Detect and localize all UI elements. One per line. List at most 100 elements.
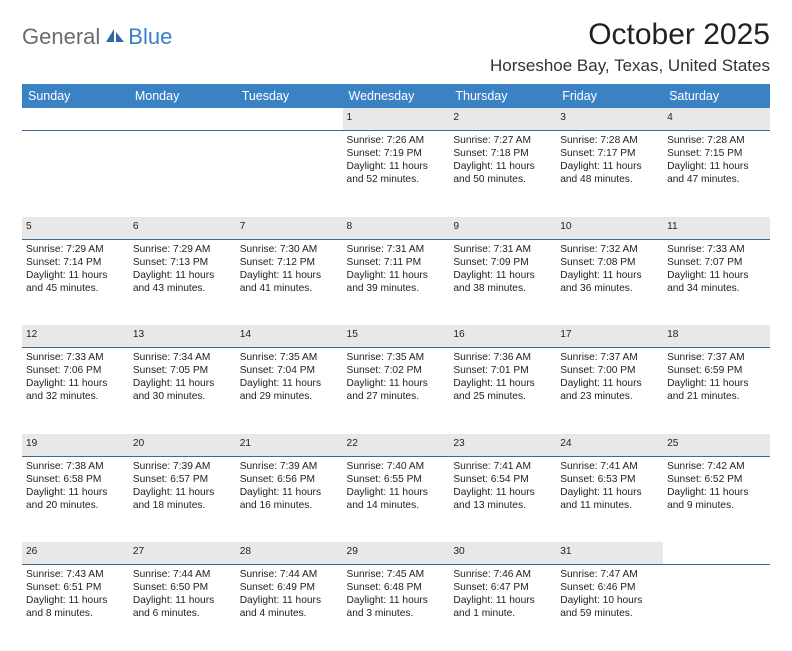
daylight-text: Daylight: 11 hours and 11 minutes.: [560, 486, 659, 512]
daylight-text: Daylight: 11 hours and 18 minutes.: [133, 486, 232, 512]
sunset-text: Sunset: 7:04 PM: [240, 364, 339, 377]
day-detail-cell: Sunrise: 7:30 AMSunset: 7:12 PMDaylight:…: [236, 239, 343, 325]
daylight-text: Daylight: 11 hours and 6 minutes.: [133, 594, 232, 620]
sunrise-text: Sunrise: 7:44 AM: [240, 568, 339, 581]
day-number-cell: 7: [236, 217, 343, 240]
sunset-text: Sunset: 7:01 PM: [453, 364, 552, 377]
sunrise-text: Sunrise: 7:26 AM: [347, 134, 446, 147]
day-number-cell: [236, 108, 343, 131]
sunset-text: Sunset: 7:12 PM: [240, 256, 339, 269]
daylight-text: Daylight: 11 hours and 8 minutes.: [26, 594, 125, 620]
daylight-text: Daylight: 11 hours and 4 minutes.: [240, 594, 339, 620]
sunrise-text: Sunrise: 7:41 AM: [453, 460, 552, 473]
sunset-text: Sunset: 6:58 PM: [26, 473, 125, 486]
day-number-cell: 12: [22, 325, 129, 348]
sunset-text: Sunset: 6:46 PM: [560, 581, 659, 594]
daylight-text: Daylight: 11 hours and 21 minutes.: [667, 377, 766, 403]
daylight-text: Daylight: 11 hours and 3 minutes.: [347, 594, 446, 620]
month-year: October 2025: [490, 18, 770, 52]
sunrise-text: Sunrise: 7:37 AM: [667, 351, 766, 364]
daylight-text: Daylight: 11 hours and 23 minutes.: [560, 377, 659, 403]
sunrise-text: Sunrise: 7:40 AM: [347, 460, 446, 473]
weekday-header: Wednesday: [343, 84, 450, 108]
calendar-table: SundayMondayTuesdayWednesdayThursdayFrid…: [22, 84, 770, 651]
day-number-cell: 2: [449, 108, 556, 131]
sunrise-text: Sunrise: 7:42 AM: [667, 460, 766, 473]
day-number-cell: 20: [129, 434, 236, 457]
sunset-text: Sunset: 7:11 PM: [347, 256, 446, 269]
day-detail-cell: Sunrise: 7:32 AMSunset: 7:08 PMDaylight:…: [556, 239, 663, 325]
sunrise-text: Sunrise: 7:35 AM: [240, 351, 339, 364]
sunrise-text: Sunrise: 7:27 AM: [453, 134, 552, 147]
daylight-text: Daylight: 11 hours and 39 minutes.: [347, 269, 446, 295]
day-number-cell: 24: [556, 434, 663, 457]
day-number-cell: 1: [343, 108, 450, 131]
day-number-cell: 9: [449, 217, 556, 240]
day-detail-cell: Sunrise: 7:29 AMSunset: 7:14 PMDaylight:…: [22, 239, 129, 325]
day-detail-cell: [236, 131, 343, 217]
day-detail-cell: Sunrise: 7:37 AMSunset: 7:00 PMDaylight:…: [556, 348, 663, 434]
daylight-text: Daylight: 11 hours and 27 minutes.: [347, 377, 446, 403]
sunrise-text: Sunrise: 7:44 AM: [133, 568, 232, 581]
sunrise-text: Sunrise: 7:36 AM: [453, 351, 552, 364]
daylight-text: Daylight: 11 hours and 50 minutes.: [453, 160, 552, 186]
sunset-text: Sunset: 6:57 PM: [133, 473, 232, 486]
day-detail-cell: Sunrise: 7:46 AMSunset: 6:47 PMDaylight:…: [449, 565, 556, 651]
location: Horseshoe Bay, Texas, United States: [490, 56, 770, 76]
day-detail-cell: Sunrise: 7:37 AMSunset: 6:59 PMDaylight:…: [663, 348, 770, 434]
day-number-cell: [129, 108, 236, 131]
day-detail-cell: Sunrise: 7:44 AMSunset: 6:50 PMDaylight:…: [129, 565, 236, 651]
daylight-text: Daylight: 11 hours and 34 minutes.: [667, 269, 766, 295]
day-detail-cell: Sunrise: 7:34 AMSunset: 7:05 PMDaylight:…: [129, 348, 236, 434]
day-detail-cell: Sunrise: 7:44 AMSunset: 6:49 PMDaylight:…: [236, 565, 343, 651]
daylight-text: Daylight: 11 hours and 25 minutes.: [453, 377, 552, 403]
daylight-text: Daylight: 11 hours and 36 minutes.: [560, 269, 659, 295]
day-detail-cell: Sunrise: 7:36 AMSunset: 7:01 PMDaylight:…: [449, 348, 556, 434]
sunset-text: Sunset: 6:54 PM: [453, 473, 552, 486]
day-number-cell: 4: [663, 108, 770, 131]
daylight-text: Daylight: 11 hours and 48 minutes.: [560, 160, 659, 186]
sunrise-text: Sunrise: 7:39 AM: [240, 460, 339, 473]
sunset-text: Sunset: 6:59 PM: [667, 364, 766, 377]
daylight-text: Daylight: 11 hours and 43 minutes.: [133, 269, 232, 295]
daylight-text: Daylight: 11 hours and 30 minutes.: [133, 377, 232, 403]
day-detail-cell: Sunrise: 7:26 AMSunset: 7:19 PMDaylight:…: [343, 131, 450, 217]
sunrise-text: Sunrise: 7:35 AM: [347, 351, 446, 364]
day-number-cell: 10: [556, 217, 663, 240]
day-detail-cell: Sunrise: 7:33 AMSunset: 7:07 PMDaylight:…: [663, 239, 770, 325]
day-detail-cell: Sunrise: 7:28 AMSunset: 7:17 PMDaylight:…: [556, 131, 663, 217]
day-number-cell: [22, 108, 129, 131]
day-number-cell: 14: [236, 325, 343, 348]
day-number-cell: 16: [449, 325, 556, 348]
day-detail-cell: Sunrise: 7:29 AMSunset: 7:13 PMDaylight:…: [129, 239, 236, 325]
calendar-header-row: SundayMondayTuesdayWednesdayThursdayFrid…: [22, 84, 770, 108]
day-detail-cell: Sunrise: 7:41 AMSunset: 6:53 PMDaylight:…: [556, 456, 663, 542]
day-number-cell: 17: [556, 325, 663, 348]
weekday-header: Thursday: [449, 84, 556, 108]
header: General Blue October 2025 Horseshoe Bay,…: [22, 18, 770, 76]
weekday-header: Friday: [556, 84, 663, 108]
day-number-cell: 27: [129, 542, 236, 565]
daylight-text: Daylight: 11 hours and 41 minutes.: [240, 269, 339, 295]
day-number-cell: 3: [556, 108, 663, 131]
day-detail-cell: [663, 565, 770, 651]
title-block: October 2025 Horseshoe Bay, Texas, Unite…: [490, 18, 770, 76]
day-detail-cell: Sunrise: 7:28 AMSunset: 7:15 PMDaylight:…: [663, 131, 770, 217]
sunset-text: Sunset: 7:05 PM: [133, 364, 232, 377]
weekday-header: Sunday: [22, 84, 129, 108]
day-detail-cell: Sunrise: 7:39 AMSunset: 6:57 PMDaylight:…: [129, 456, 236, 542]
day-number-cell: [663, 542, 770, 565]
sunset-text: Sunset: 7:02 PM: [347, 364, 446, 377]
sunset-text: Sunset: 7:15 PM: [667, 147, 766, 160]
day-detail-cell: Sunrise: 7:43 AMSunset: 6:51 PMDaylight:…: [22, 565, 129, 651]
sunset-text: Sunset: 7:08 PM: [560, 256, 659, 269]
sunset-text: Sunset: 6:52 PM: [667, 473, 766, 486]
day-detail-cell: Sunrise: 7:40 AMSunset: 6:55 PMDaylight:…: [343, 456, 450, 542]
sunrise-text: Sunrise: 7:43 AM: [26, 568, 125, 581]
sunset-text: Sunset: 7:18 PM: [453, 147, 552, 160]
day-number-cell: 6: [129, 217, 236, 240]
logo: General Blue: [22, 24, 172, 50]
daylight-text: Daylight: 11 hours and 45 minutes.: [26, 269, 125, 295]
day-detail-cell: Sunrise: 7:35 AMSunset: 7:04 PMDaylight:…: [236, 348, 343, 434]
day-detail-cell: Sunrise: 7:42 AMSunset: 6:52 PMDaylight:…: [663, 456, 770, 542]
